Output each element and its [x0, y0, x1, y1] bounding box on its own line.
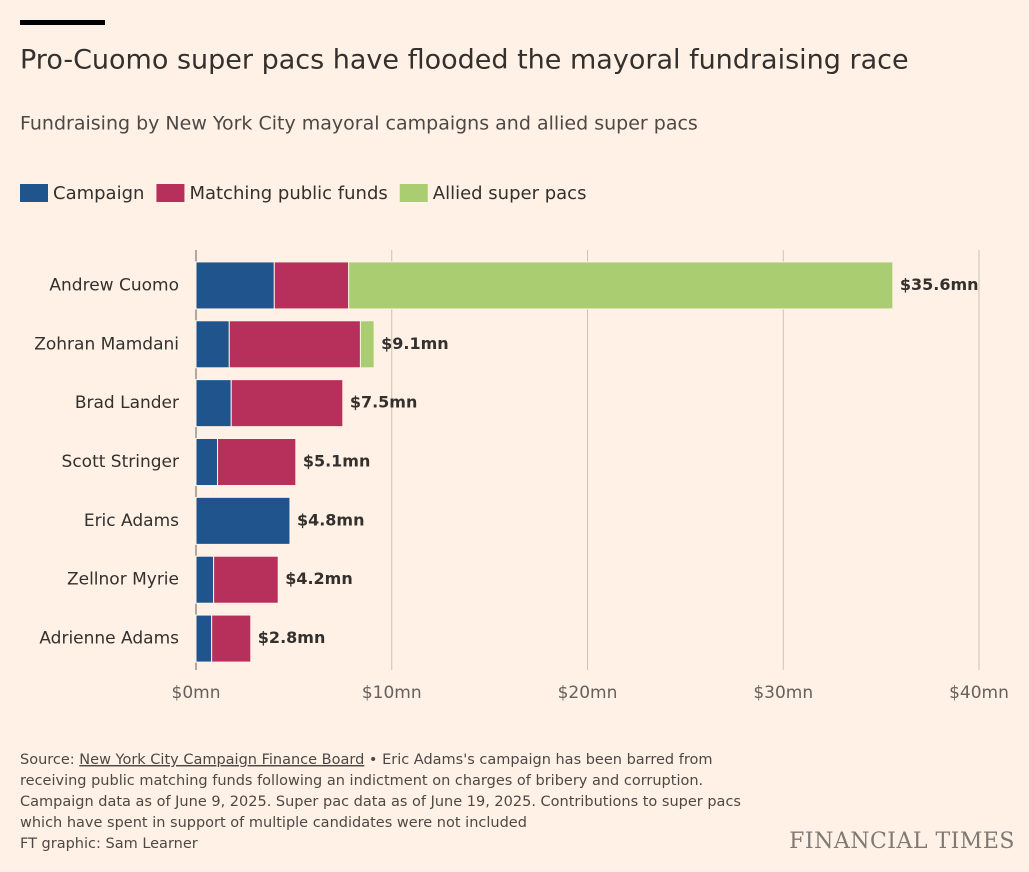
source-prefix: Source: [20, 752, 79, 768]
note: • Eric Adams's campaign has been barred … [364, 752, 712, 768]
source-line: Source: New York City Campaign Finance B… [20, 752, 713, 768]
bar-segment [211, 614, 252, 663]
x-tick-label: $40mn [949, 683, 1009, 703]
bar-segment [217, 438, 297, 486]
y-tick-label: Andrew Cuomo [49, 275, 179, 295]
y-tick-label: Zellnor Myrie [67, 570, 179, 590]
bar-segment [273, 261, 350, 310]
bar-segment [195, 438, 219, 486]
bar-segment [359, 320, 375, 369]
total-label: $4.2mn [285, 569, 353, 588]
bar-segment [195, 496, 291, 545]
source-link[interactable]: New York City Campaign Finance Board [79, 752, 364, 768]
bar-segment [348, 261, 894, 310]
note: Campaign data as of June 9, 2025. Super … [20, 794, 741, 810]
legend-swatch [399, 184, 428, 202]
credit: FT graphic: Sam Learner [20, 836, 198, 852]
bar-segment [213, 555, 279, 604]
x-tick-label: $30mn [753, 683, 813, 703]
total-label: $35.6mn [900, 275, 979, 294]
chart-subtitle: Fundraising by New York City mayoral cam… [20, 113, 698, 135]
legend-label: Allied super pacs [433, 183, 587, 204]
brand: FINANCIAL TIMES [789, 829, 1015, 854]
x-tick-label: $10mn [362, 683, 422, 703]
chart-title: Pro-Cuomo super pacs have flooded the ma… [20, 45, 909, 76]
legend-label: Matching public funds [189, 183, 387, 204]
y-tick-label: Eric Adams [84, 511, 179, 531]
bar-segment [228, 320, 361, 369]
total-label: $5.1mn [303, 452, 371, 471]
bar-segment [195, 555, 215, 604]
y-tick-label: Brad Lander [75, 393, 179, 413]
total-label: $7.5mn [350, 393, 418, 412]
y-tick-label: Adrienne Adams [39, 629, 179, 649]
total-label: $4.8mn [297, 510, 365, 529]
bar-segment [230, 379, 344, 428]
note: which have spent in support of multiple … [20, 815, 527, 831]
total-label: $2.8mn [258, 628, 326, 647]
bar-segment [195, 379, 232, 428]
y-tick-label: Scott Stringer [62, 452, 179, 472]
legend-label: Campaign [53, 183, 144, 204]
bar-segment [195, 614, 213, 663]
y-tick-label: Zohran Mamdani [34, 334, 179, 354]
legend-swatch [20, 184, 48, 202]
x-tick-label: $20mn [558, 683, 618, 703]
bar-segment [195, 320, 230, 369]
total-label: $9.1mn [381, 334, 449, 353]
accent-bar [20, 20, 105, 25]
note: receiving public matching funds followin… [20, 773, 703, 789]
bar-segment [195, 261, 275, 310]
legend-swatch [156, 184, 185, 202]
x-tick-label: $0mn [172, 683, 221, 703]
